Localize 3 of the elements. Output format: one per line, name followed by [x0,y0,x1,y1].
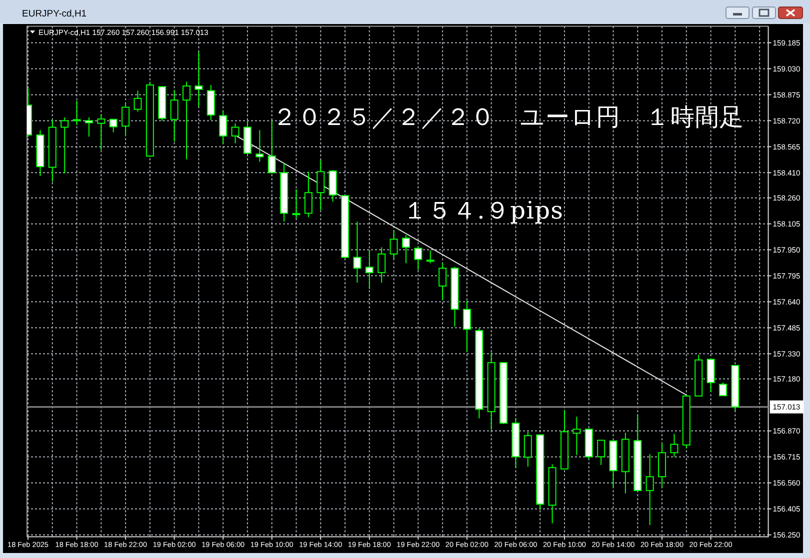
window-title: EURJPY-cd,H1 [22,8,87,20]
title: ２０２５／２／２０ ユーロ円 １時間足 [272,103,744,131]
annotation: １５４.９pips [403,196,563,224]
